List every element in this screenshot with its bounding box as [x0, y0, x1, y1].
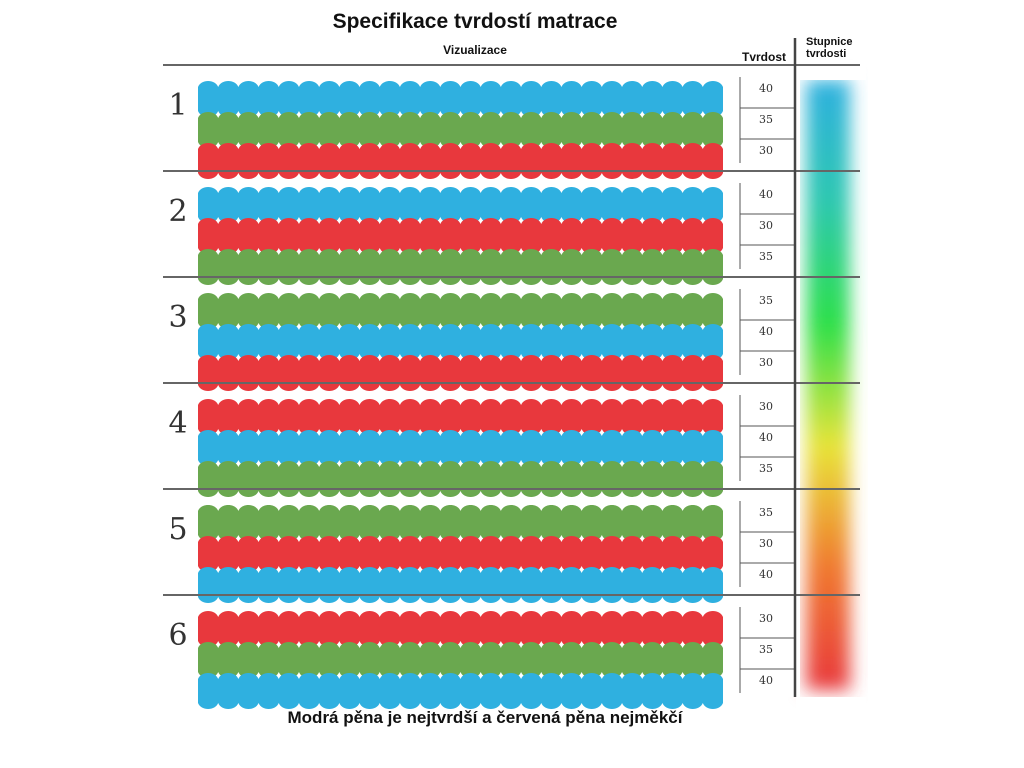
scale-header-line-2: tvrdosti — [806, 48, 847, 60]
foam-layer-35 — [198, 505, 723, 541]
hardness-value: 40 — [759, 431, 773, 444]
mattress-row: 1 40 35 30 — [168, 77, 794, 179]
foam-layer-30 — [198, 399, 723, 435]
hardness-header: Tvrdost — [741, 50, 786, 64]
hardness-value: 35 — [759, 250, 773, 263]
mattress-row: 6 30 35 40 — [168, 607, 794, 709]
mattress-row: 3 35 40 30 — [168, 289, 794, 391]
hardness-value: 30 — [759, 356, 773, 369]
foam-layer-40 — [198, 324, 723, 360]
row-number: 4 — [168, 406, 187, 441]
hardness-scale-gradient — [740, 60, 866, 727]
hardness-value: 35 — [759, 643, 773, 656]
hardness-scale-header: Stupnice tvrdosti — [796, 36, 862, 60]
hardness-value: 40 — [759, 325, 773, 338]
foam-layer-35 — [198, 293, 723, 329]
foam-note: Modrá pěna je nejtvrdší a červená pěna n… — [287, 708, 683, 727]
hardness-value: 30 — [759, 612, 773, 625]
hardness-column-bg — [740, 65, 800, 697]
row-number: 6 — [168, 618, 187, 653]
hardness-value: 30 — [759, 144, 773, 157]
foam-layer-40 — [198, 430, 723, 466]
row-number: 5 — [168, 512, 187, 547]
scale-top-mask — [796, 60, 866, 80]
scale-header-line-1: Stupnice — [806, 36, 853, 48]
visualization-header: Vizualizace — [443, 43, 507, 57]
scale-bottom-mask — [796, 697, 866, 727]
hardness-value: 30 — [759, 537, 773, 550]
table-frame — [163, 38, 860, 697]
scale-gradient-bar — [806, 80, 850, 690]
page-title: Specifikace tvrdostí matrace — [332, 10, 618, 33]
hardness-value: 40 — [759, 674, 773, 687]
foam-layer-30 — [198, 611, 723, 647]
foam-layer-40 — [198, 673, 723, 709]
hardness-value: 35 — [759, 113, 773, 126]
foam-layer-40 — [198, 567, 723, 603]
foam-layer-30 — [198, 218, 723, 254]
mattress-row: 4 30 40 35 — [168, 395, 794, 497]
foam-layer-35 — [198, 249, 723, 285]
hardness-value: 40 — [759, 568, 773, 581]
foam-layer-30 — [198, 355, 723, 391]
foam-layer-35 — [198, 461, 723, 497]
hardness-value: 40 — [759, 188, 773, 201]
hardness-value: 35 — [759, 506, 773, 519]
foam-layer-35 — [198, 112, 723, 148]
mattress-row: 5 35 30 40 — [168, 501, 794, 603]
foam-layer-40 — [198, 81, 723, 117]
foam-layer-35 — [198, 642, 723, 678]
hardness-value: 30 — [759, 400, 773, 413]
hardness-value: 35 — [759, 462, 773, 475]
foam-layer-30 — [198, 143, 723, 179]
hardness-value: 35 — [759, 294, 773, 307]
hardness-value: 40 — [759, 82, 773, 95]
mattress-row: 2 40 30 35 — [168, 183, 794, 285]
row-number: 2 — [168, 194, 187, 229]
foam-layer-30 — [198, 536, 723, 572]
row-number: 3 — [168, 300, 187, 335]
foam-layer-40 — [198, 187, 723, 223]
hardness-value: 30 — [759, 219, 773, 232]
row-number: 1 — [168, 88, 187, 123]
